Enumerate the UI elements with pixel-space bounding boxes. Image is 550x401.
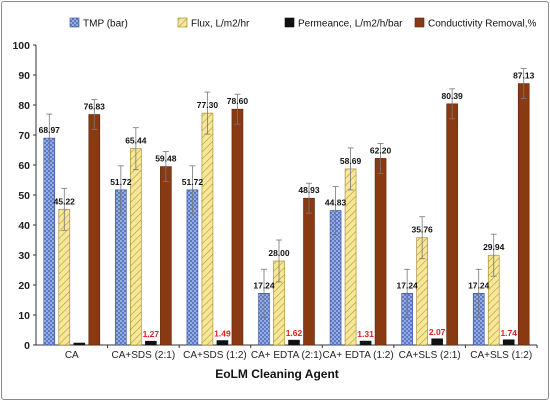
data-label: 45.22 [54, 196, 76, 206]
bar-conductivity-removal--6 [517, 83, 530, 346]
y-tick-label: 100 [12, 40, 30, 52]
data-labels: 68.97 45.22 76.83 51.72 65.44 1.27 59.48 51.72 7… [39, 71, 535, 340]
y-tick-label: 10 [18, 310, 30, 322]
data-label: 68.97 [39, 125, 61, 135]
data-label: 78.60 [227, 96, 249, 106]
y-tick-label: 90 [18, 70, 30, 82]
x-tick-label: CA+SLS (2:1) [399, 350, 461, 361]
data-label: 1.49 [214, 329, 231, 339]
x-tick-label: CA+ EDTA (2:1) [251, 350, 322, 361]
data-label: 65.44 [125, 136, 147, 146]
data-label: 58.69 [340, 156, 362, 166]
bar-conductivity-removal--0 [88, 114, 101, 346]
data-label: 76.83 [84, 102, 106, 112]
bar-conductivity-removal--2 [231, 108, 244, 346]
data-label: 28.00 [268, 248, 290, 258]
data-label: 2.07 [429, 327, 446, 337]
bar-flux-l-m2-hr-2 [201, 112, 214, 346]
legend-swatch [177, 17, 188, 28]
bar-conductivity-removal--1 [160, 166, 172, 346]
data-label: 87.13 [513, 71, 535, 81]
data-label: 1.74 [500, 328, 517, 338]
data-label: 80.39 [442, 91, 464, 101]
x-tick-label: CA+SLS (1:2) [470, 350, 532, 361]
legend-label: Conductivity Removal,% [428, 19, 536, 30]
x-tick-label: CA+SDS (2:1) [112, 350, 176, 361]
legend-swatch [69, 17, 80, 28]
data-label: 29.94 [483, 242, 505, 252]
bar-permeance-l-m2-h-bar-6 [502, 339, 515, 346]
data-label: 35.76 [412, 225, 434, 235]
data-label: 1.31 [357, 329, 374, 339]
data-label: 51.72 [182, 177, 204, 187]
x-tick-label: CA+ EDTA (1:2) [322, 350, 393, 361]
y-tick-label: 80 [18, 100, 30, 112]
data-label: 44.83 [325, 198, 347, 208]
bar-permeance-l-m2-h-bar-4 [359, 340, 372, 346]
y-tick-label: 30 [18, 250, 30, 262]
data-label: 1.27 [143, 329, 160, 339]
legend-label: Flux, L/m2/hr [191, 19, 250, 30]
y-tick-label: 20 [18, 280, 30, 292]
y-tick-label: 60 [18, 160, 30, 172]
bar-conductivity-removal--3 [303, 197, 315, 346]
data-label: 59.48 [155, 154, 177, 164]
legend-label: Permeance, L/m2/h/bar [298, 19, 403, 30]
data-label: 17.24 [397, 280, 419, 290]
bar-conductivity-removal--4 [374, 158, 387, 346]
legend: TMP (bar) Flux, L/m2/hr Permeance, L/m2/h/… [69, 17, 536, 30]
x-tick-label: CA+SDS (1:2) [183, 350, 247, 361]
data-label: 77.30 [197, 100, 219, 110]
bar-permeance-l-m2-h-bar-3 [288, 339, 300, 346]
legend-label: TMP (bar) [83, 19, 128, 30]
bar-permeance-l-m2-h-bar-2 [216, 340, 229, 346]
bar-conductivity-removal--5 [446, 103, 458, 346]
data-label: 17.24 [468, 280, 490, 290]
data-label: 62.20 [370, 145, 392, 155]
legend-swatch [414, 17, 425, 28]
y-tick-label: 70 [18, 130, 30, 142]
data-label: 1.62 [286, 328, 303, 338]
bar-flux-l-m2-hr-1 [130, 148, 142, 346]
x-axis-title: EoLM Cleaning Agent [215, 367, 339, 381]
bar-tmp-bar--0 [43, 137, 56, 346]
bar-permeance-l-m2-h-bar-5 [431, 338, 443, 346]
y-tick-label: 0 [24, 340, 30, 352]
bar-permeance-l-m2-h-bar-0 [73, 342, 86, 346]
bar-flux-l-m2-hr-4 [344, 168, 357, 346]
y-tick-label: 50 [18, 190, 30, 202]
bars [43, 68, 530, 346]
x-tick-label: CA [65, 350, 79, 361]
data-label: 48.93 [298, 185, 320, 195]
bar-permeance-l-m2-h-bar-1 [145, 340, 157, 346]
data-label: 17.24 [253, 280, 275, 290]
y-tick-label: 40 [18, 220, 30, 232]
legend-swatch [284, 17, 295, 28]
data-label: 51.72 [110, 177, 132, 187]
